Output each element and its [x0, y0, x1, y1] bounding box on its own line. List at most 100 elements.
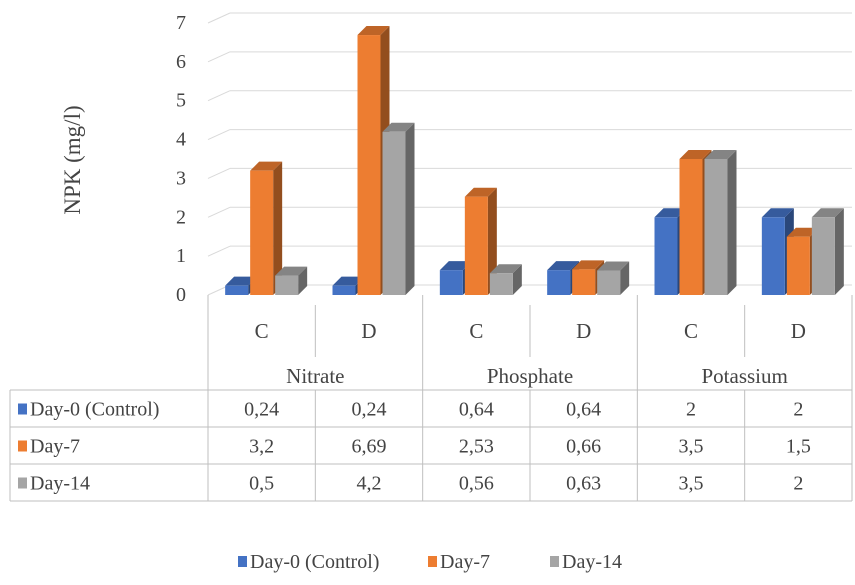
bar-front	[382, 131, 406, 295]
bar-front	[489, 273, 513, 295]
bar-top	[761, 208, 794, 218]
y-tick-label: 0	[176, 284, 186, 306]
bar-side	[298, 266, 308, 295]
legend-label: Day-0 (Control)	[250, 551, 379, 573]
bar-front	[275, 275, 299, 295]
y-tick-label: 3	[176, 167, 186, 189]
row-series-name: Day-0 (Control)	[30, 399, 159, 421]
bar-front	[547, 270, 571, 295]
category-label: C	[469, 319, 483, 343]
y-tick-label: 5	[176, 90, 186, 112]
table-cell: 0,5	[249, 473, 274, 495]
bar-day-14-4	[704, 150, 737, 295]
table-cell: 3,5	[679, 473, 704, 495]
bar-top	[811, 208, 844, 218]
table-cell: 0,63	[566, 473, 601, 495]
gridlines	[207, 12, 852, 296]
category-label: D	[361, 319, 376, 343]
legend-swatch	[428, 556, 437, 567]
bar-front	[704, 159, 728, 295]
category-label: D	[791, 319, 806, 343]
bar-day-14-1	[382, 122, 415, 295]
bar-top	[679, 150, 712, 159]
gridline-depth	[207, 206, 231, 218]
table-cell: 2,53	[459, 436, 494, 458]
legend: Day-0 (Control) Day-7 Day-14	[238, 551, 622, 573]
gridline-depth	[207, 129, 231, 141]
row-series-name: Day-7	[30, 436, 80, 458]
table-cell: 0,24	[352, 399, 387, 421]
table-cell: 3,2	[249, 436, 274, 458]
y-axis: 0 1 2 3 4 5 6 7	[176, 12, 186, 306]
gridline-depth	[207, 90, 231, 102]
table-cell: 0,64	[566, 399, 601, 421]
bar-front	[225, 285, 249, 295]
bar-front	[761, 217, 785, 295]
table-cell: 1,5	[786, 436, 811, 458]
bar-day-14-5	[811, 208, 844, 295]
bar-front	[786, 236, 810, 295]
table-cell: 6,69	[352, 436, 387, 458]
legend-label: Day-14	[562, 551, 622, 573]
bar-top	[704, 150, 737, 159]
row-series-name: Day-14	[30, 473, 90, 495]
y-tick-label: 1	[176, 245, 186, 267]
bar-side	[512, 264, 522, 295]
group-label: Potassium	[701, 364, 787, 388]
y-tick-label: 7	[176, 12, 186, 34]
bar-day-0-control--5	[761, 208, 794, 295]
bar-front	[679, 159, 703, 295]
bar-top	[382, 122, 415, 132]
legend-label: Day-7	[440, 551, 490, 573]
bar-top	[357, 26, 390, 36]
bar-top	[547, 261, 580, 271]
bar-day-7-0	[250, 161, 283, 295]
bar-front	[597, 270, 621, 295]
bar-top	[572, 260, 605, 270]
bar-front	[250, 170, 274, 295]
bar-top	[464, 187, 497, 197]
bar-day-14-0	[275, 266, 308, 295]
bar-top	[225, 276, 258, 286]
bar-day-14-3	[597, 261, 630, 295]
table-cell: 2	[686, 399, 696, 421]
y-tick-label: 4	[176, 129, 186, 151]
group-label: Phosphate	[487, 364, 573, 388]
table-cell: 2	[793, 399, 803, 421]
category-label: C	[255, 319, 269, 343]
table-cell: 0,56	[459, 473, 494, 495]
table-cell: 4,2	[357, 473, 382, 495]
bar-top	[250, 161, 283, 171]
row-legend-key	[18, 440, 27, 452]
bar-front	[464, 196, 488, 295]
category-label: C	[684, 319, 698, 343]
bar-side	[727, 150, 737, 295]
legend-swatch	[238, 556, 247, 567]
bar-side	[487, 187, 497, 295]
gridline-depth	[207, 51, 231, 63]
bar-top	[275, 266, 308, 276]
gridline-depth	[207, 167, 231, 179]
y-tick-label: 2	[176, 206, 186, 228]
bar-front	[439, 270, 463, 295]
table-cell: 2	[793, 473, 803, 495]
category-label: D	[576, 319, 591, 343]
legend-swatch	[550, 556, 559, 567]
bar-top	[654, 208, 687, 218]
bar-front	[654, 217, 678, 295]
bar-side	[834, 208, 844, 295]
bar-day-14-2	[489, 264, 522, 295]
table-cell: 0,66	[566, 436, 601, 458]
bar-side	[405, 122, 415, 295]
bar-top	[786, 227, 819, 237]
bar-top	[597, 261, 630, 271]
gridline-depth	[207, 245, 231, 257]
y-axis-label: NPK (mg/l)	[60, 105, 85, 214]
bar-top	[439, 261, 472, 271]
bar-day-7-2	[464, 187, 497, 295]
table-cell: 3,5	[679, 436, 704, 458]
gridline-depth	[207, 12, 231, 24]
bar-front	[332, 285, 356, 295]
